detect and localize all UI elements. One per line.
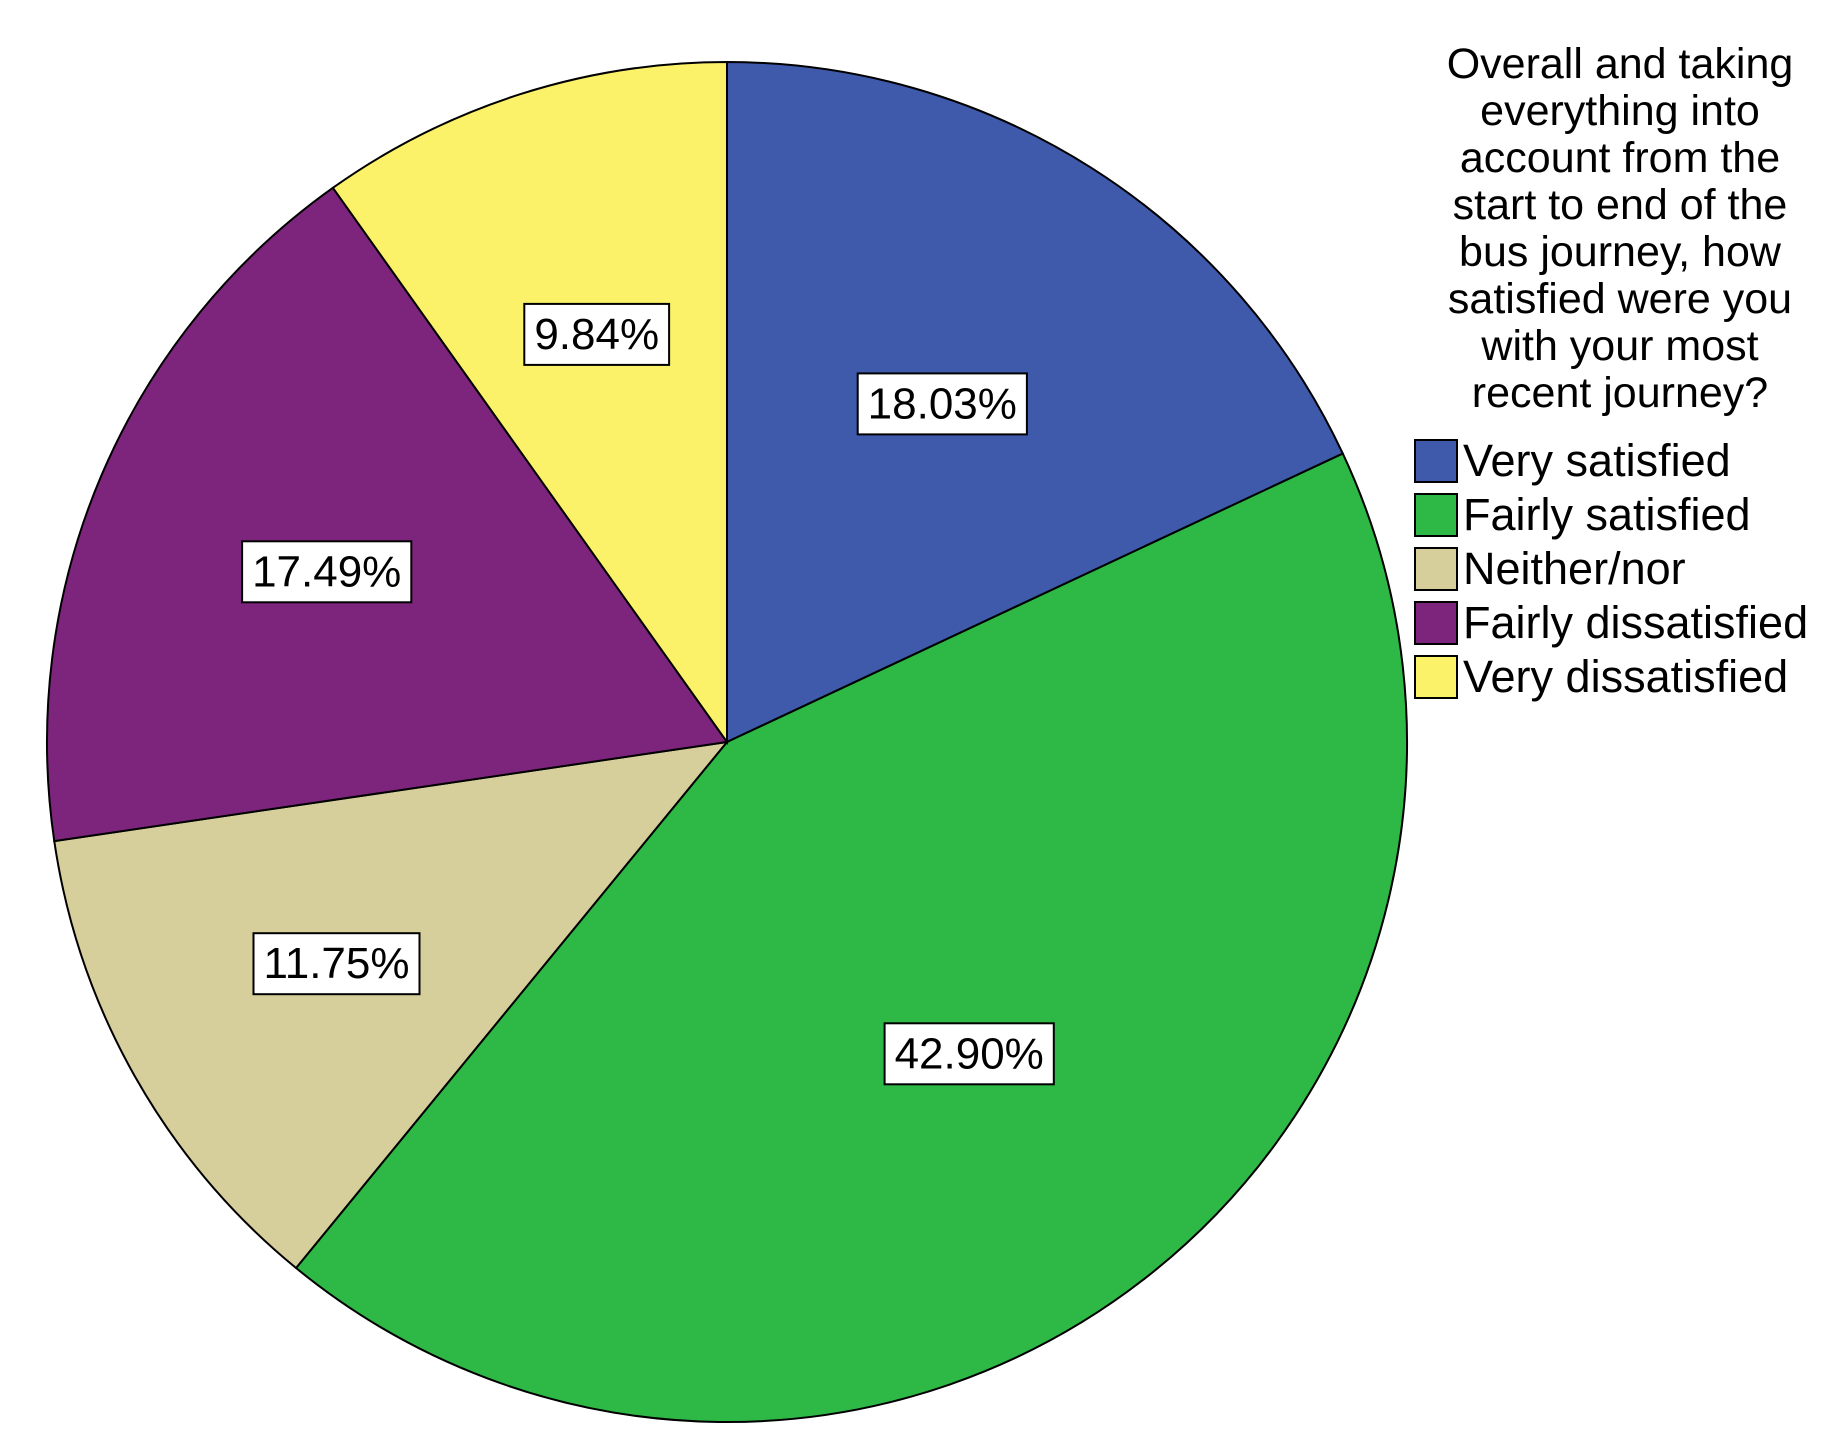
legend-item-neither-nor: Neither/nor xyxy=(1414,543,1686,594)
pie-data-labels: 18.03% 42.90% 11.75% 17.49% 9.84% xyxy=(241,302,1055,1086)
data-label-very-dissatisfied: 9.84% xyxy=(523,302,671,366)
data-label-text: 9.84% xyxy=(534,310,659,359)
data-label-text: 11.75% xyxy=(264,939,410,988)
legend-item-fairly-dissatisfied: Fairly dissatisfied xyxy=(1414,597,1808,648)
legend-swatch xyxy=(1414,439,1458,483)
legend-label: Neither/nor xyxy=(1463,543,1686,594)
data-label-fairly-satisfied: 42.90% xyxy=(883,1022,1055,1086)
data-label-box xyxy=(883,1022,1055,1086)
legend-label: Very dissatisfied xyxy=(1463,651,1788,702)
legend-title-line: satisfied were you xyxy=(1448,275,1792,323)
pie-slice-very-satisfied xyxy=(726,60,1345,744)
pie-slice-very-dissatisfied xyxy=(331,60,728,746)
legend-item-very-dissatisfied: Very dissatisfied xyxy=(1414,651,1788,702)
legend-title-line: account from the xyxy=(1460,134,1780,182)
data-label-text: 17.49% xyxy=(252,547,401,596)
legend-item-fairly-satisfied: Fairly satisfied xyxy=(1414,489,1751,540)
legend-label: Fairly dissatisfied xyxy=(1463,597,1808,648)
legend-title-line: recent journey? xyxy=(1472,369,1768,417)
legend-title-line: Overall and taking xyxy=(1447,40,1794,88)
pie-slices xyxy=(46,60,1408,1423)
pie-slice-neither-nor xyxy=(53,740,730,1270)
legend-title-line: with your most xyxy=(1480,322,1758,370)
data-label-neither-nor: 11.75% xyxy=(252,932,421,996)
legend-title-line: start to end of the xyxy=(1453,181,1788,229)
data-label-box xyxy=(241,540,413,604)
legend-label: Fairly satisfied xyxy=(1463,489,1751,540)
legend-item-very-satisfied: Very satisfied xyxy=(1414,435,1731,486)
legend-swatch xyxy=(1414,655,1458,699)
data-label-text: 18.03% xyxy=(868,379,1017,428)
legend-title-line: bus journey, how xyxy=(1459,228,1782,276)
pie-slice-fairly-dissatisfied xyxy=(46,186,729,843)
legend-title-line: everything into xyxy=(1480,87,1760,135)
data-label-very-satisfied: 18.03% xyxy=(856,372,1028,436)
pie-slice-fairly-satisfied xyxy=(294,452,1408,1423)
legend-swatch xyxy=(1414,493,1458,537)
data-label-text: 42.90% xyxy=(895,1029,1044,1078)
data-label-fairly-dissatisfied: 17.49% xyxy=(241,540,413,604)
data-label-box xyxy=(856,372,1028,436)
data-label-box xyxy=(252,932,421,996)
legend-label: Very satisfied xyxy=(1463,435,1731,486)
legend-swatch xyxy=(1414,547,1458,591)
data-label-box xyxy=(523,302,671,366)
legend-swatch xyxy=(1414,601,1458,645)
